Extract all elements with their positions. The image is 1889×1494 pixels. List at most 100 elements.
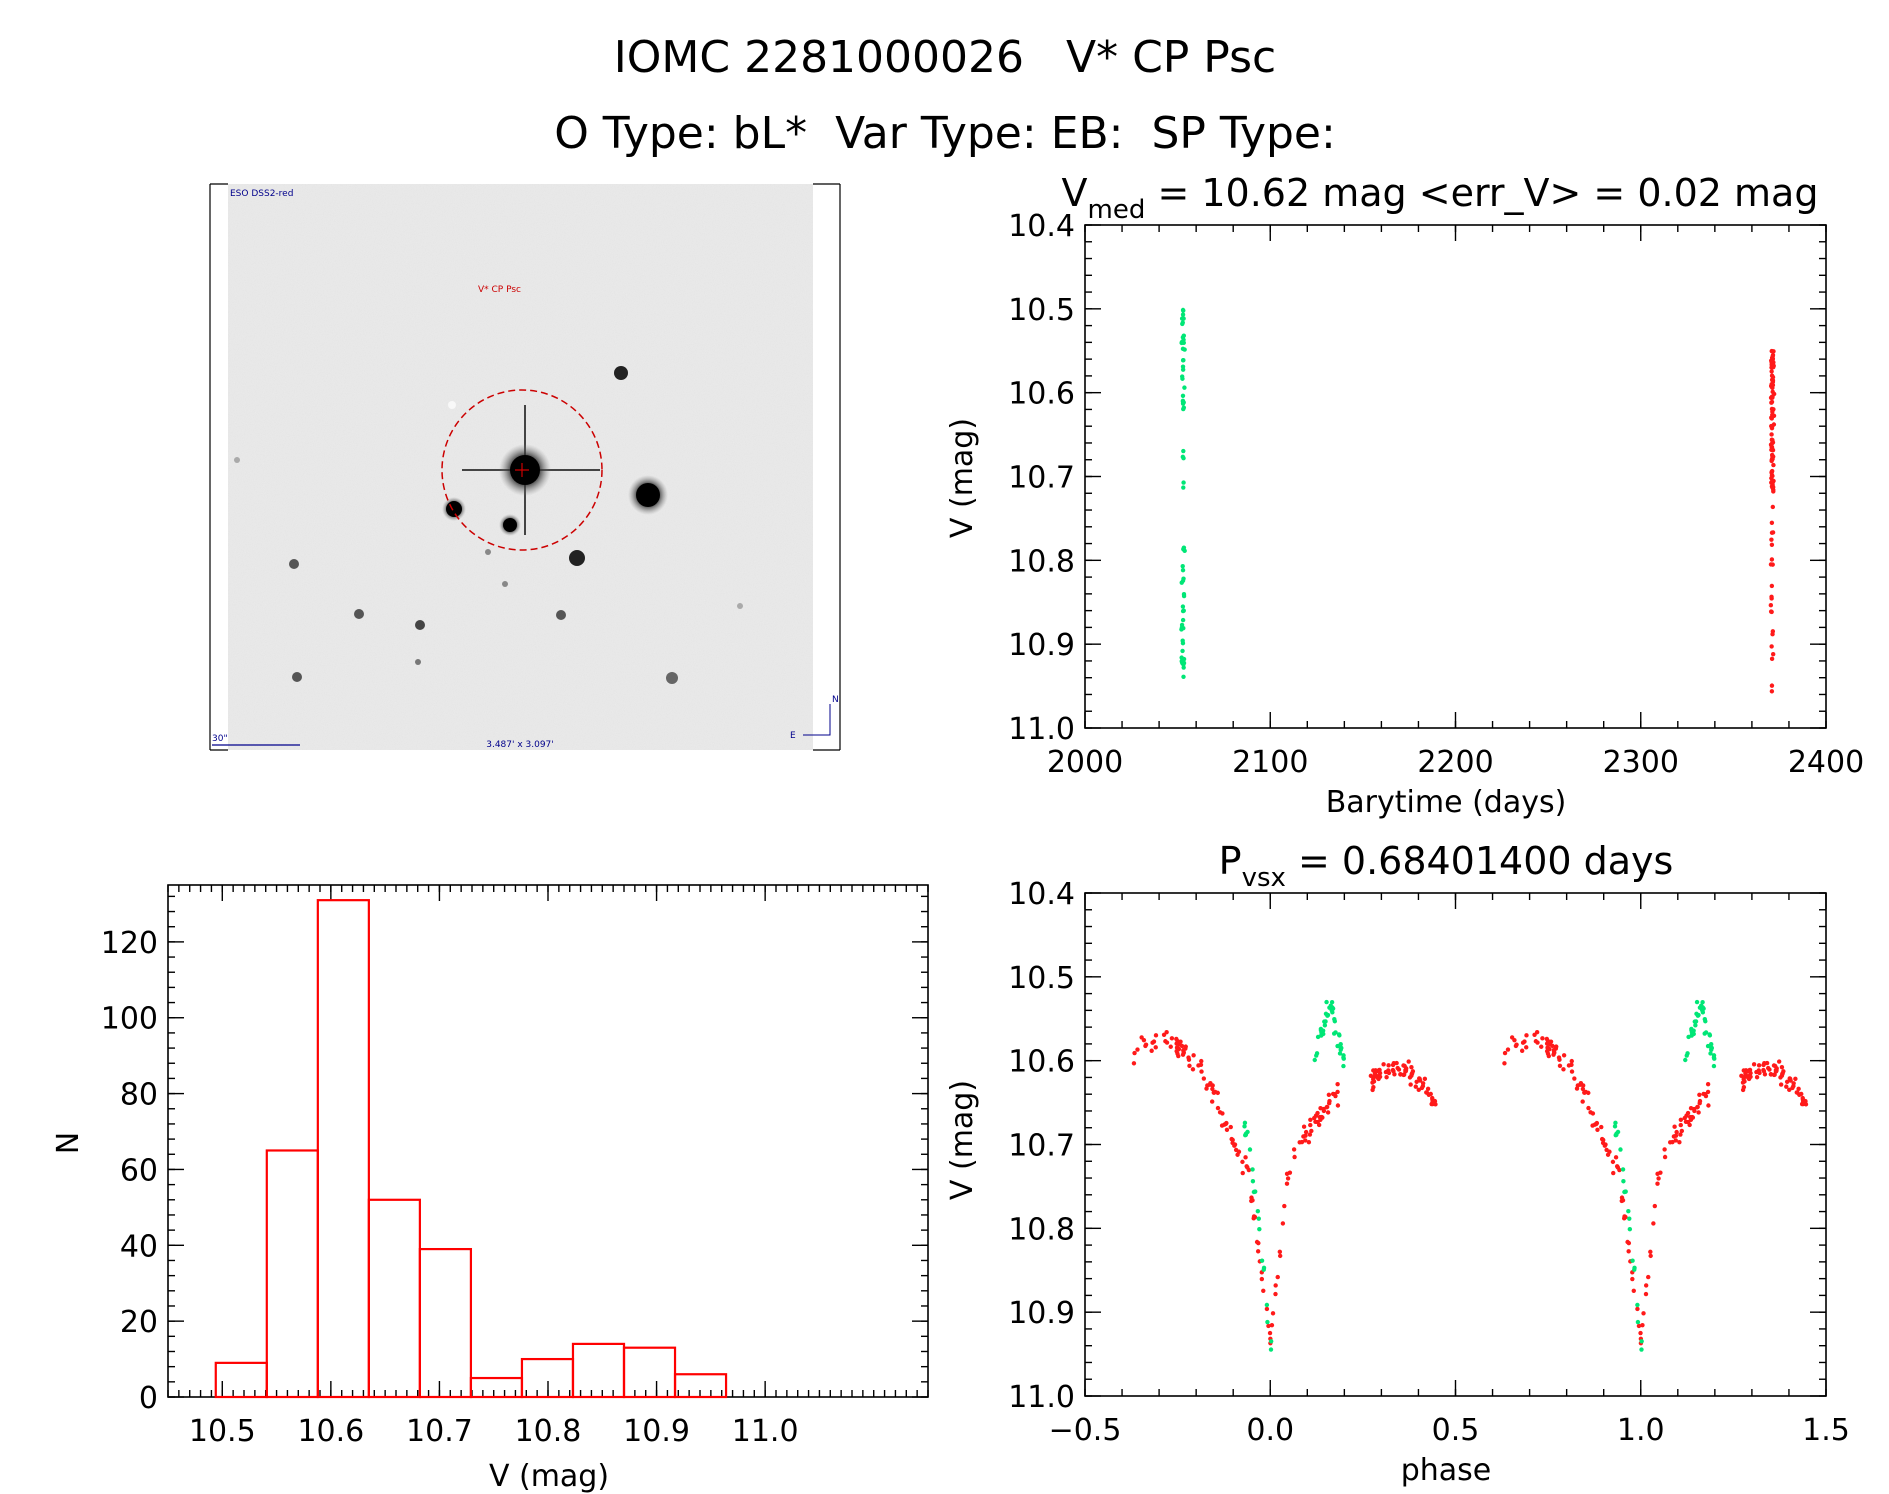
phased-point: [1324, 1105, 1329, 1110]
phased-point: [1324, 999, 1329, 1005]
lightcurve-point: [1769, 369, 1774, 374]
phased-point: [1410, 1069, 1416, 1074]
phased-point: [1610, 1159, 1616, 1165]
phased-point: [1648, 1253, 1653, 1259]
lightcurve-point: [1770, 629, 1776, 634]
phased-point: [1790, 1085, 1795, 1091]
phased-point: [1677, 1140, 1682, 1145]
histogram-chart: V (mag) N 10.5 10.6 10.7 10.8 10.9 11.0 0 20 40 6…: [51, 884, 929, 1494]
lightcurve-point: [1769, 425, 1775, 431]
phased-point: [1280, 1221, 1286, 1226]
phased-point: [1335, 1081, 1340, 1087]
phased-point: [1386, 1063, 1391, 1068]
phased-point: [1322, 1019, 1327, 1024]
phased-point: [1539, 1044, 1544, 1049]
lightcurve-point: [1181, 674, 1186, 679]
lightcurve-point: [1768, 609, 1774, 614]
phased-point: [1287, 1170, 1293, 1175]
phased-point: [1662, 1147, 1667, 1152]
phased-point: [1784, 1079, 1790, 1085]
phased-point: [1706, 1103, 1711, 1108]
phased-point: [1327, 1098, 1332, 1104]
phased-point: [1546, 1053, 1551, 1059]
histogram-y-tick-label: 100: [101, 1002, 158, 1037]
phased-point: [1259, 1258, 1265, 1263]
phased-y-tick-label: 10.9: [1008, 1296, 1075, 1331]
phased-point: [1765, 1065, 1771, 1071]
lightcurve-point: [1769, 557, 1775, 562]
phased-point: [1756, 1063, 1762, 1068]
lightcurve-point: [1770, 379, 1776, 385]
lightcurve-y-tick-label: 10.6: [1008, 377, 1075, 412]
phased-point: [1620, 1167, 1626, 1172]
phased-point: [1615, 1165, 1621, 1170]
phased-point: [1590, 1123, 1595, 1128]
phased-point: [1273, 1291, 1278, 1297]
phased-point: [1215, 1090, 1220, 1096]
phased-point: [1268, 1347, 1274, 1352]
lightcurve-point: [1769, 542, 1775, 547]
phased-point: [1586, 1105, 1591, 1111]
phased-point: [1524, 1033, 1529, 1038]
phased-point: [1314, 1051, 1320, 1056]
compass-east-label: E: [790, 731, 796, 741]
phased-point: [1233, 1147, 1239, 1153]
phased-point: [1689, 1114, 1695, 1120]
lightcurve-point: [1181, 406, 1186, 412]
phased-point: [1164, 1030, 1169, 1035]
phased-point: [1695, 1105, 1700, 1110]
phased-point: [1201, 1076, 1207, 1081]
phased-point: [1626, 1249, 1631, 1254]
phased-point: [1779, 1065, 1785, 1070]
histogram-y-tick-label: 40: [120, 1229, 158, 1264]
phased-point: [1648, 1249, 1653, 1255]
phased-point: [1544, 1041, 1550, 1046]
phased-point: [1401, 1063, 1406, 1068]
phased-point: [1414, 1079, 1419, 1085]
histogram-x-tick-label: 10.7: [406, 1414, 473, 1449]
lightcurve-point: [1181, 593, 1187, 599]
phased-point: [1215, 1105, 1221, 1111]
phased-point: [1569, 1058, 1574, 1064]
phased-point: [1315, 1034, 1321, 1040]
phased-title: Pvsx = 0.68401400 days: [1219, 839, 1674, 893]
phased-point: [1641, 1311, 1646, 1316]
lightcurve-point: [1770, 440, 1775, 446]
phased-point: [1674, 1129, 1679, 1135]
lightcurve-point: [1770, 382, 1776, 388]
phased-point: [1417, 1078, 1423, 1083]
phased-point: [1586, 1090, 1591, 1096]
lightcurve-point: [1180, 320, 1185, 325]
phased-point: [1318, 1105, 1323, 1111]
phased-point: [1228, 1124, 1233, 1130]
phased-point: [1341, 1055, 1346, 1060]
phased-point: [1249, 1198, 1254, 1204]
histogram-x-tick-label: 10.6: [297, 1414, 364, 1449]
phased-point: [1341, 1063, 1346, 1069]
phased-point: [1191, 1053, 1196, 1058]
phased-point: [1259, 1276, 1265, 1282]
phased-point: [1174, 1045, 1180, 1050]
phased-point: [1569, 1069, 1575, 1074]
phased-point: [1580, 1086, 1586, 1092]
phased-y-tick-label: 11.0: [1008, 1380, 1075, 1415]
phased-point: [1179, 1043, 1185, 1049]
phased-y-tick-label: 10.6: [1008, 1045, 1075, 1080]
phased-point: [1627, 1216, 1632, 1221]
phased-y-tick-label: 10.8: [1008, 1212, 1075, 1247]
survey-label: ESO DSS2-red: [230, 189, 293, 199]
phased-point: [1419, 1085, 1425, 1091]
phased-point: [1375, 1075, 1380, 1080]
lightcurve-x-tick-label: 2100: [1232, 745, 1308, 780]
figure-subtitle: O Type: bL* Var Type: EB: SP Type:: [554, 108, 1336, 159]
phased-point: [1544, 1036, 1550, 1042]
phased-point: [1245, 1165, 1250, 1170]
phased-point: [1247, 1147, 1253, 1152]
phased-point: [1285, 1176, 1291, 1181]
phased-point: [1223, 1121, 1229, 1127]
lightcurve-x-tick-label: 2000: [1047, 745, 1123, 780]
phased-point: [1635, 1319, 1641, 1325]
phased-point: [1656, 1176, 1661, 1181]
phased-point: [1219, 1123, 1225, 1128]
phased-point: [1640, 1322, 1645, 1328]
